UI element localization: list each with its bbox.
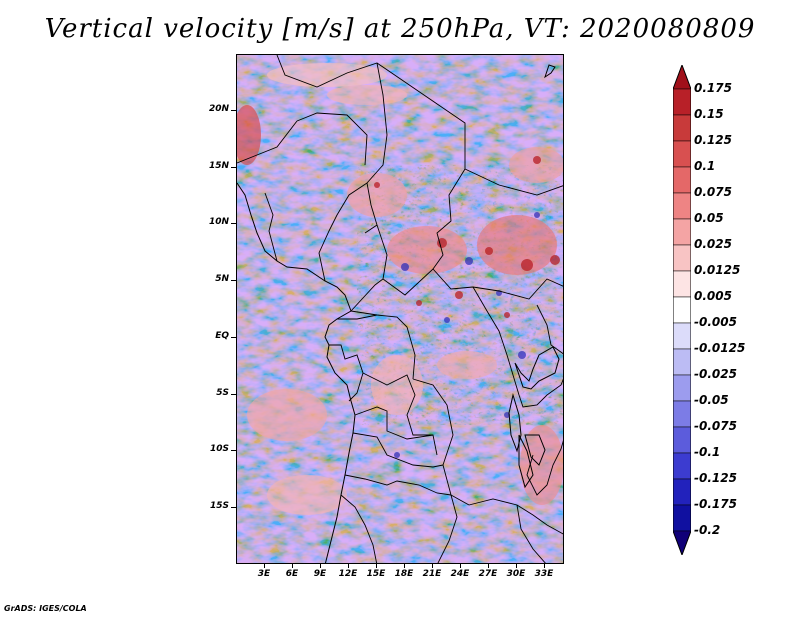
colorbar-label: 0.1 [694,159,716,173]
lat-label-20n: 20N [208,104,229,114]
colorbar-label: -0.175 [694,497,737,511]
colorbar-segment [673,400,691,428]
colorbar-segment [673,114,691,142]
colorbar-label: -0.025 [694,367,737,381]
colorbar-label: -0.1 [694,445,721,459]
grads-credit: GrADS: IGES/COLA [4,604,87,613]
coastline [237,182,356,563]
lat-label-eq: EQ [215,331,229,341]
lon-label-6e: 6E [285,569,299,579]
colorbar-segment [673,504,691,532]
colorbar-segment [673,478,691,506]
colorbar-label: 0.075 [694,185,732,199]
lon-label-18e: 18E [394,569,414,579]
colorbar-label: 0.175 [694,81,732,95]
colorbar-segment [673,348,691,376]
colorbar [673,65,691,555]
lon-label-15e: 15E [366,569,386,579]
lat-tick [231,507,236,508]
lon-label-9e: 9E [313,569,327,579]
strong-downdraft-spots [394,212,540,458]
lon-tick [376,563,377,568]
lat-tick [231,280,236,281]
colorbar-label: -0.075 [694,419,737,433]
lon-label-27e: 27E [478,569,498,579]
lon-tick [516,563,517,568]
colorbar-segment [673,88,691,116]
country-borders [237,55,563,563]
chart-title: Vertical velocity [m/s] at 250hPa, VT: 2… [44,14,756,44]
velocity-field-map [237,55,563,563]
lon-label-21e: 21E [422,569,442,579]
colorbar-segment [673,244,691,272]
lon-tick [544,563,545,568]
lat-tick [231,337,236,338]
lat-label-10n: 10N [208,217,229,227]
lat-tick [231,110,236,111]
colorbar-segment [673,530,691,555]
colorbar-segment [673,166,691,194]
colorbar-label: -0.05 [694,393,729,407]
lat-label-5s: 5S [216,388,229,398]
lon-tick [264,563,265,568]
lon-label-24e: 24E [450,569,470,579]
lon-label-3e: 3E [257,569,271,579]
lon-label-33e: 33E [534,569,554,579]
lon-label-30e: 30E [506,569,526,579]
lat-label-15n: 15N [208,161,229,171]
lat-tick [231,394,236,395]
lat-tick [231,450,236,451]
colorbar-label: -0.2 [694,523,721,537]
colorbar-label: 0.025 [694,237,732,251]
colorbar-label: 0.005 [694,289,732,303]
lat-label-10s: 10S [209,444,229,454]
colorbar-segment [673,296,691,324]
colorbar-segment [673,452,691,480]
lat-tick [231,223,236,224]
colorbar-segment [673,218,691,246]
colorbar-segment [673,192,691,220]
colorbar-label: 0.0125 [694,263,741,277]
colorbar-segment [673,374,691,402]
colorbar-label: -0.125 [694,471,737,485]
lon-tick [348,563,349,568]
lat-tick [231,167,236,168]
lon-tick [292,563,293,568]
updraft-patches [237,63,563,515]
colorbar-segment [673,270,691,298]
lat-label-15s: 15S [209,501,229,511]
colorbar-label: -0.005 [694,315,737,329]
lon-label-12e: 12E [338,569,358,579]
colorbar-label: 0.05 [694,211,724,225]
colorbar-label: 0.15 [694,107,724,121]
lon-tick [404,563,405,568]
lon-tick [488,563,489,568]
lat-label-5n: 5N [215,274,229,284]
colorbar-segment [673,65,691,90]
colorbar-segment [673,140,691,168]
map-plot-area [236,54,564,564]
lakes [508,64,560,489]
colorbar-label: -0.0125 [694,341,746,355]
colorbar-segment [673,322,691,350]
lon-tick [432,563,433,568]
colorbar-segment [673,426,691,454]
lon-tick [460,563,461,568]
lon-tick [320,563,321,568]
colorbar-label: 0.125 [694,133,732,147]
